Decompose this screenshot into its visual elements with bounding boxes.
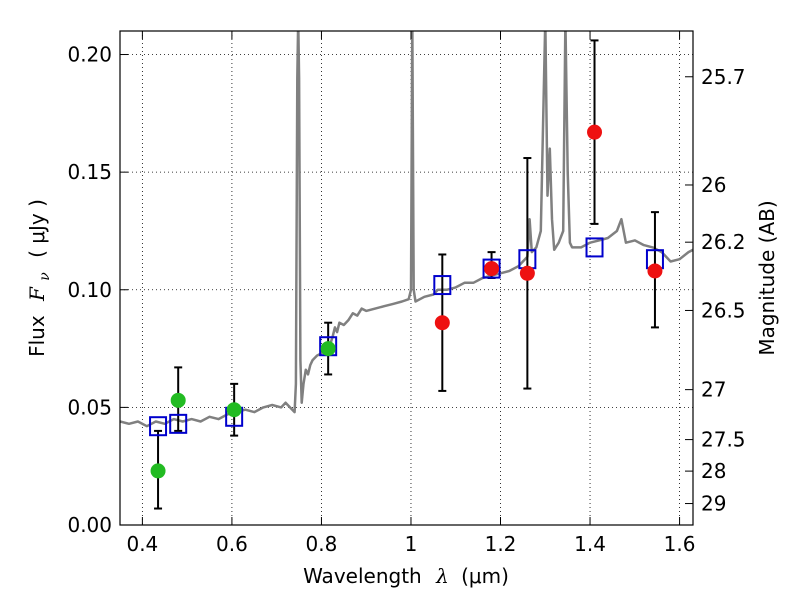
nir-data-point bbox=[484, 261, 500, 277]
x-tick-label: 0.4 bbox=[126, 532, 158, 556]
model-photometry-marker bbox=[149, 416, 168, 437]
y-tick-label: 0.20 bbox=[67, 43, 112, 67]
y-tick-label: 0.05 bbox=[67, 395, 112, 419]
nir-data-point bbox=[434, 315, 450, 331]
y-tick-label: 0.00 bbox=[67, 513, 112, 537]
x-axis-label-unit: (μm) bbox=[461, 564, 509, 588]
x-tick-label: 1.6 bbox=[664, 532, 696, 556]
mag-tick-label: 29 bbox=[701, 492, 726, 516]
optical-data-point bbox=[226, 402, 242, 418]
y-axis-label-symbol: F bbox=[25, 286, 49, 302]
y-axis-label-text: Flux bbox=[25, 315, 49, 357]
optical-data-point bbox=[150, 463, 166, 479]
nir-data-point bbox=[519, 265, 535, 281]
mag-tick-label: 27.5 bbox=[701, 428, 746, 452]
x-axis-label-text: Wavelength bbox=[303, 564, 422, 588]
axes-frame bbox=[119, 30, 694, 526]
y2-axis-label: Magnitude (AB) bbox=[755, 200, 779, 355]
mag-tick-label: 26.5 bbox=[701, 298, 746, 322]
y-axis-label: Flux F ν ( μJy ) bbox=[25, 199, 54, 357]
mag-tick-label: 27 bbox=[701, 378, 726, 402]
y-axis-label-subscript: ν bbox=[37, 272, 53, 281]
model-spectrum-line bbox=[120, 31, 693, 428]
y-axis-label-unit: ( μJy ) bbox=[25, 199, 49, 258]
model-photometry-marker bbox=[585, 237, 604, 258]
mag-tick-label: 25.7 bbox=[701, 65, 746, 89]
plot-area bbox=[120, 31, 693, 510]
model-photometry-marker bbox=[433, 275, 452, 296]
x-axis-label: Wavelength λ (μm) bbox=[303, 564, 509, 588]
mag-tick-label: 26 bbox=[701, 173, 726, 197]
x-axis-label-symbol: λ bbox=[435, 564, 449, 588]
ticks: 0.4 0.6 0.8 1 1.2 1.4 1.6 0.00 0.05 0.10 0.15 0.20 2… bbox=[67, 31, 746, 556]
mag-tick-label: 28 bbox=[701, 459, 726, 483]
optical-data-point bbox=[170, 392, 186, 408]
optical-data-point bbox=[320, 341, 336, 357]
x-tick-label: 0.8 bbox=[306, 532, 338, 556]
y-tick-label: 0.15 bbox=[67, 160, 112, 184]
mag-tick-label: 26.2 bbox=[701, 230, 746, 254]
model-photometry-marker bbox=[482, 258, 501, 279]
nir-data-point bbox=[587, 124, 603, 140]
x-tick-label: 1.4 bbox=[574, 532, 606, 556]
nir-data-point bbox=[647, 263, 663, 279]
x-tick-label: 0.6 bbox=[216, 532, 248, 556]
y-tick-label: 0.10 bbox=[67, 278, 112, 302]
x-tick-label: 1.2 bbox=[485, 532, 517, 556]
x-tick-label: 1 bbox=[405, 532, 418, 556]
model-photometry-marker bbox=[169, 413, 188, 434]
